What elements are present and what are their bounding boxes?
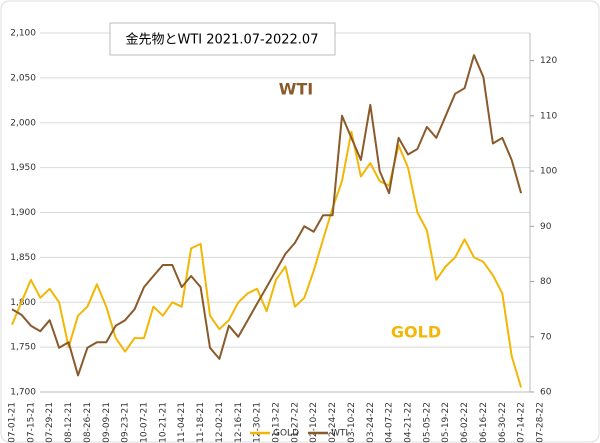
y2-tick-label: 100 <box>540 167 557 177</box>
annotation: WTI <box>279 80 314 99</box>
x-tick-label: 06-02-22 <box>460 402 470 443</box>
x-tick-label: 01-27-22 <box>290 402 300 443</box>
y-tick-label: 1,700 <box>10 388 36 398</box>
y-tick-label: 2,000 <box>10 118 36 128</box>
x-tick-label: 11-18-21 <box>196 402 206 443</box>
x-tick-label: 12-30-21 <box>253 402 263 443</box>
x-tick-label: 08-12-21 <box>64 402 74 443</box>
x-tick-label: 05-05-22 <box>422 402 432 443</box>
y-tick-label: 1,800 <box>10 298 36 308</box>
x-tick-label: 07-14-22 <box>517 402 527 443</box>
chart-title: 金先物とWTI 2021.07-2022.07 <box>126 32 319 48</box>
x-tick-label: 12-16-21 <box>234 402 244 443</box>
y-tick-label: 2,100 <box>10 29 36 39</box>
x-tick-label: 07-29-21 <box>45 402 55 443</box>
x-tick-label: 02-10-22 <box>309 402 319 443</box>
y2-tick-label: 80 <box>540 277 552 287</box>
x-tick-label: 05-19-22 <box>441 402 451 443</box>
x-tick-label: 07-15-21 <box>26 402 36 443</box>
series-line <box>11 130 523 388</box>
x-tick-label: 04-07-22 <box>385 402 395 443</box>
x-tick-label: 03-24-22 <box>366 402 376 443</box>
y2-tick-label: 90 <box>540 222 552 232</box>
y-tick-label: 1,750 <box>10 343 36 353</box>
x-tick-label: 03-10-22 <box>347 402 357 443</box>
x-tick-label: 12-02-21 <box>215 402 225 443</box>
x-tick-label: 07-01-21 <box>8 402 18 443</box>
y2-tick-label: 60 <box>540 388 552 398</box>
x-tick-label: 07-28-22 <box>536 402 546 443</box>
annotation: GOLD <box>391 323 441 342</box>
x-tick-label: 01-13-22 <box>272 402 282 443</box>
series-line <box>11 54 523 377</box>
x-tick-label: 06-30-22 <box>498 402 508 443</box>
y2-tick-label: 70 <box>540 332 552 342</box>
legend-label: GOLD <box>273 429 299 439</box>
x-tick-label: 02-24-22 <box>328 402 338 443</box>
y-tick-label: 2,050 <box>10 73 36 83</box>
title-box <box>109 22 336 56</box>
y2-tick-label: 110 <box>540 111 557 121</box>
x-tick-label: 11-04-21 <box>177 402 187 443</box>
y-tick-label: 1,900 <box>10 208 36 218</box>
y-tick-label: 1,850 <box>10 253 36 263</box>
x-tick-label: 10-07-21 <box>140 402 150 443</box>
x-tick-label: 10-21-21 <box>158 402 168 443</box>
y-tick-label: 1,950 <box>10 163 36 173</box>
x-tick-label: 08-26-21 <box>83 402 93 443</box>
x-tick-label: 06-16-22 <box>479 402 489 443</box>
x-tick-label: 09-23-21 <box>121 402 131 443</box>
legend-label: WTI <box>331 429 348 439</box>
x-tick-label: 09-09-21 <box>102 402 112 443</box>
y2-tick-label: 120 <box>540 56 557 66</box>
x-tick-label: 04-21-22 <box>404 402 414 443</box>
